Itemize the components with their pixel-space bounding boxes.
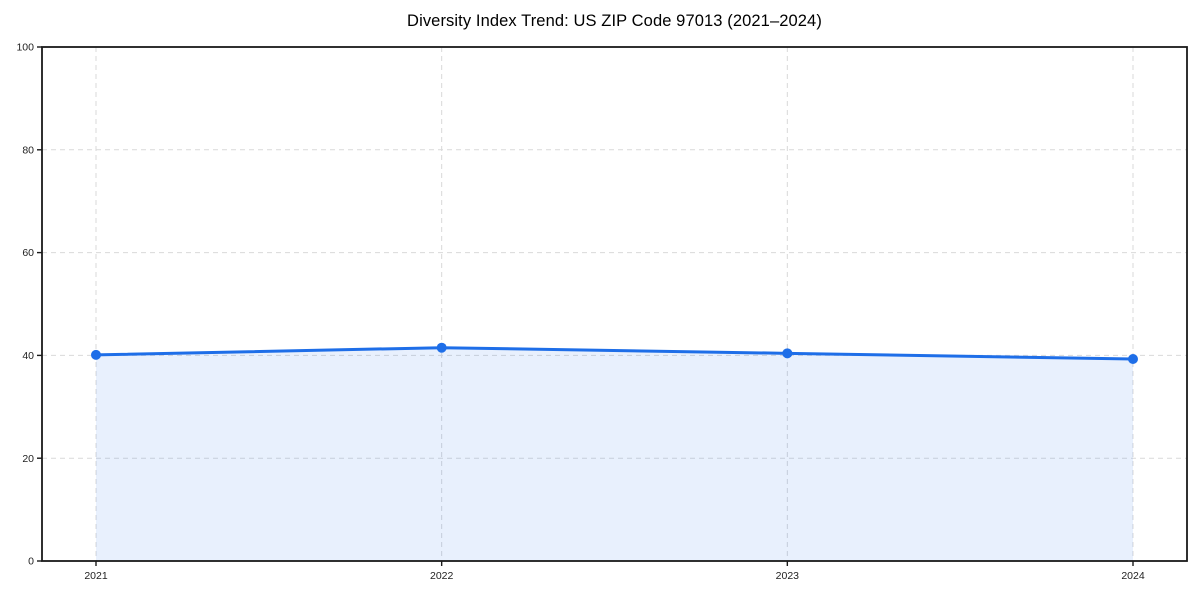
x-tick-label: 2021 (84, 570, 108, 582)
chart-title: Diversity Index Trend: US ZIP Code 97013… (407, 12, 822, 30)
y-tick-label: 20 (22, 453, 34, 465)
data-point (1128, 353, 1138, 364)
trend-line (94, 346, 1135, 361)
y-tick-label: 60 (22, 247, 34, 259)
data-point (91, 349, 101, 360)
x-tick-label: 2023 (776, 570, 800, 582)
y-tick-label: 0 (28, 556, 34, 568)
data-point (436, 342, 447, 353)
area-fill (96, 347, 1133, 561)
data-point (782, 348, 793, 359)
x-tick-label: 2024 (1121, 570, 1145, 582)
y-tick-label: 100 (16, 42, 34, 54)
plot-border (41, 46, 1188, 562)
y-tick-label: 40 (22, 350, 34, 362)
y-tick-label: 80 (22, 144, 34, 156)
x-tick-label: 2022 (430, 570, 454, 582)
